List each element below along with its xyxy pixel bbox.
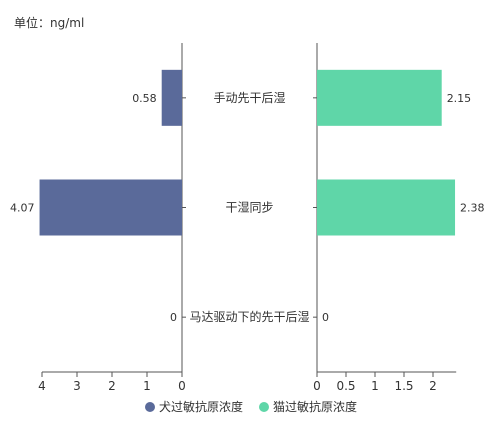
left-x-tick-label: 0 [178, 379, 186, 393]
left-x-tick-label: 4 [38, 379, 46, 393]
right-x-tick-label: 0 [313, 379, 321, 393]
right-series-value-label: 0 [322, 311, 329, 324]
legend-marker [145, 402, 155, 412]
category-label: 马达驱动下的先干后湿 [189, 309, 309, 324]
legend-label: 猫过敏抗原浓度 [273, 399, 357, 414]
category-label: 手动先干后湿 [213, 90, 285, 105]
plot-area: 手动先干后湿 0.58 2.15 干湿同步 4.07 2.38 马达驱动下的先干后湿 0 0 4 3… [10, 43, 485, 393]
left-series-bar [39, 179, 182, 236]
left-series-bar [161, 69, 182, 126]
right-series-value-label: 2.38 [460, 202, 485, 215]
right-x-tick-label: 0.5 [336, 379, 355, 393]
left-series-value-label: 0 [170, 311, 177, 324]
right-x-tick-label: 1 [371, 379, 379, 393]
right-x-tick-label: 1.5 [394, 379, 413, 393]
legend: 犬过敏抗原浓度 猫过敏抗原浓度 [145, 399, 357, 414]
right-series-bar [317, 179, 456, 236]
right-series-bar [317, 69, 442, 126]
left-series-value-label: 4.07 [10, 202, 35, 215]
left-x-tick-label: 3 [73, 379, 81, 393]
unit-label: 单位：ng/ml [14, 15, 84, 30]
right-x-tick-label: 2 [429, 379, 437, 393]
left-x-tick-label: 2 [108, 379, 116, 393]
category-label: 干湿同步 [225, 200, 273, 215]
left-series-value-label: 0.58 [132, 92, 157, 105]
legend-marker [259, 402, 269, 412]
left-x-tick-label: 1 [143, 379, 151, 393]
legend-label: 犬过敏抗原浓度 [159, 399, 243, 414]
right-series-value-label: 2.15 [447, 92, 472, 105]
